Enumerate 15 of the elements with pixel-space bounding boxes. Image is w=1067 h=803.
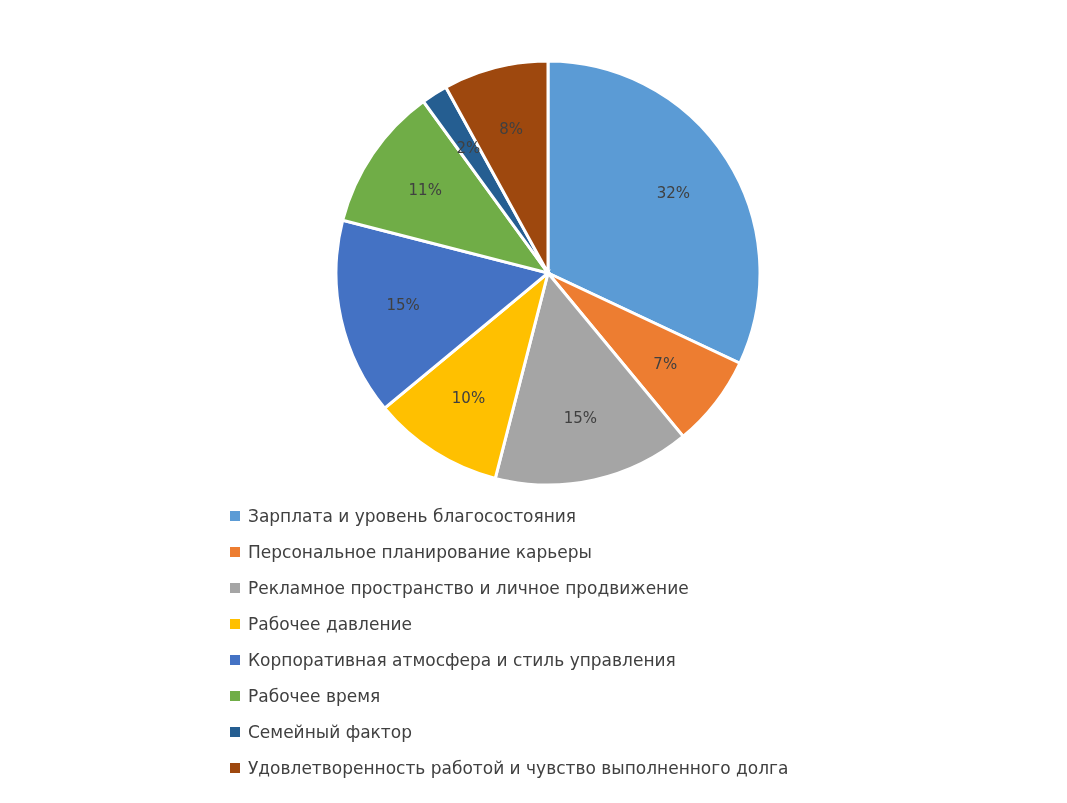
data-label: 10% bbox=[451, 389, 486, 408]
legend-label: Удовлетворенность работой и чувство выполненного долга bbox=[248, 758, 789, 778]
legend-label: Рабочее давление bbox=[248, 614, 413, 634]
legend-label: Рекламное пространство и личное продвижение bbox=[248, 578, 689, 598]
data-label: 8% bbox=[499, 120, 523, 139]
data-label: 7% bbox=[653, 354, 678, 373]
data-label: 32% bbox=[656, 184, 690, 203]
legend-label: Зарплата и уровень благосостояния bbox=[248, 506, 577, 526]
data-label: 15% bbox=[563, 408, 598, 427]
legend-label: Корпоративная атмосфера и стиль управления bbox=[248, 650, 676, 670]
legend-label: Рабочее время bbox=[248, 686, 381, 706]
legend-label: Семейный фактор bbox=[248, 722, 412, 742]
data-label: 11% bbox=[408, 180, 442, 199]
data-label: 15% bbox=[386, 296, 420, 315]
legend-label: Персональное планирование карьеры bbox=[248, 542, 592, 562]
